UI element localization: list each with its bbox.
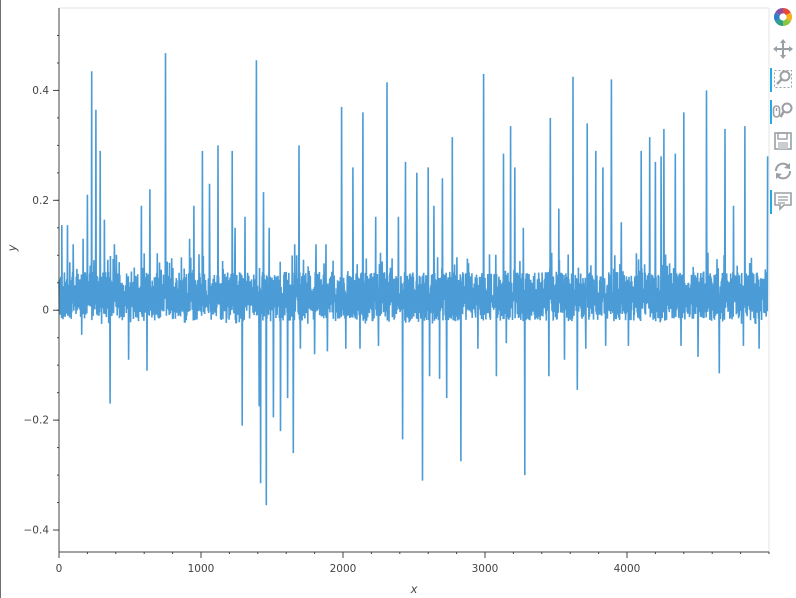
wheel-zoom-active-indicator xyxy=(770,100,772,124)
hover-icon[interactable] xyxy=(772,190,796,214)
y-tick-label: −0.4 xyxy=(24,525,50,537)
x-tick-label: 2000 xyxy=(330,563,357,575)
pan-icon[interactable] xyxy=(772,38,796,62)
box-zoom-icon[interactable] xyxy=(772,68,796,92)
y-axis: −0.4 −0.2 0 0.2 0.4 xyxy=(24,8,60,552)
series-group xyxy=(58,53,769,506)
x-tick-label: 0 xyxy=(56,563,63,575)
y-tick-label: 0.4 xyxy=(32,85,49,97)
x-tick-label: 4000 xyxy=(614,563,641,575)
y-tick-label: 0.2 xyxy=(32,195,49,207)
bokeh-logo-icon[interactable] xyxy=(772,6,796,30)
save-icon[interactable] xyxy=(772,130,796,154)
chart-toolbar xyxy=(770,4,796,224)
y-axis-label: y xyxy=(5,244,19,252)
y-tick-label: −0.2 xyxy=(24,415,50,427)
plot-frame xyxy=(59,7,770,552)
series-line xyxy=(58,53,769,506)
y-tick-label: 0 xyxy=(42,305,49,317)
wheel-zoom-icon[interactable] xyxy=(772,100,796,124)
hover-active-indicator xyxy=(770,190,772,214)
x-axis-label: x xyxy=(410,582,418,596)
box-zoom-active-indicator xyxy=(770,68,772,92)
reset-icon[interactable] xyxy=(772,160,796,184)
x-tick-label: 3000 xyxy=(472,563,499,575)
x-tick-label: 1000 xyxy=(188,563,215,575)
x-axis: 0 1000 2000 3000 4000 xyxy=(56,551,770,575)
window-left-edge xyxy=(0,0,1,598)
